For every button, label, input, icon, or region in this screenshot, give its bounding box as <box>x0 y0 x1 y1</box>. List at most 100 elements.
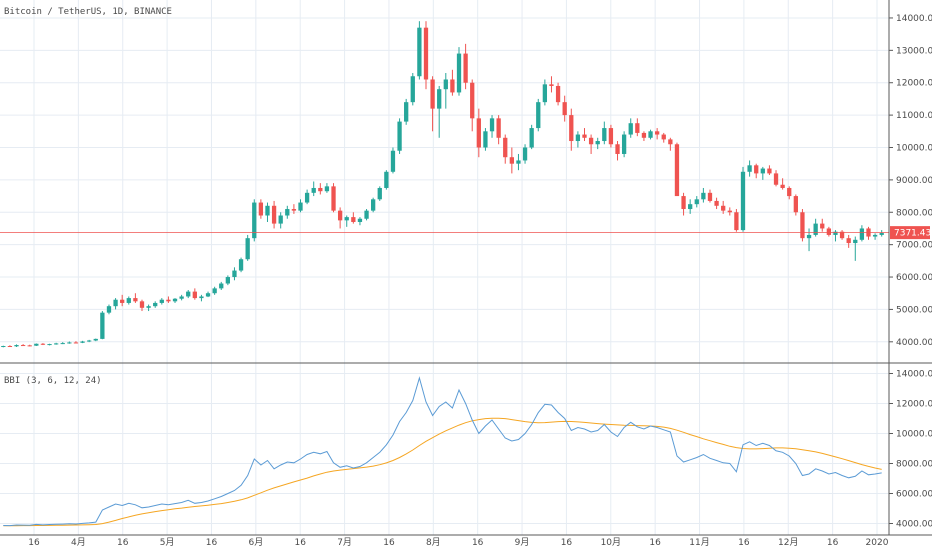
candle-body[interactable] <box>1 346 6 348</box>
candle-body[interactable] <box>800 212 805 239</box>
candle-body[interactable] <box>166 299 171 302</box>
candle-body[interactable] <box>503 137 508 158</box>
candle-body[interactable] <box>879 232 884 235</box>
candle-body[interactable] <box>87 340 92 342</box>
candle-body[interactable] <box>529 128 534 148</box>
candle-body[interactable] <box>853 239 858 244</box>
candle-body[interactable] <box>278 215 283 224</box>
candle-body[interactable] <box>496 118 501 138</box>
candle-body[interactable] <box>172 298 178 302</box>
candle-body[interactable] <box>423 27 429 80</box>
candle-body[interactable] <box>113 299 118 307</box>
candle-body[interactable] <box>304 192 310 203</box>
candle-body[interactable] <box>740 171 746 231</box>
candle-body[interactable] <box>602 128 607 142</box>
candle-body[interactable] <box>159 299 164 303</box>
candle-body[interactable] <box>588 137 594 145</box>
candle-body[interactable] <box>390 150 396 172</box>
candle-body[interactable] <box>826 228 832 235</box>
candle-body[interactable] <box>450 79 455 93</box>
candle-body[interactable] <box>146 306 151 308</box>
candle-body[interactable] <box>595 141 600 145</box>
candle-body[interactable] <box>872 234 878 237</box>
candle-body[interactable] <box>311 187 316 193</box>
candle-body[interactable] <box>417 27 422 77</box>
candle-body[interactable] <box>384 171 389 188</box>
candle-body[interactable] <box>126 298 131 303</box>
candle-body[interactable] <box>555 85 561 103</box>
candle-body[interactable] <box>787 187 792 197</box>
candle-body[interactable] <box>754 165 759 174</box>
candle-body[interactable] <box>258 202 264 216</box>
candle-body[interactable] <box>344 217 349 221</box>
candle-body[interactable] <box>285 209 290 216</box>
candle-body[interactable] <box>608 128 614 145</box>
candle-body[interactable] <box>265 205 270 216</box>
candle-body[interactable] <box>212 288 217 294</box>
candle-body[interactable] <box>225 277 231 284</box>
candle-body[interactable] <box>582 134 587 138</box>
candle-body[interactable] <box>575 134 581 142</box>
candle-body[interactable] <box>483 131 488 148</box>
bbi-series-bbi[interactable] <box>3 417 882 527</box>
candle-body[interactable] <box>668 139 673 145</box>
candle-body[interactable] <box>199 296 204 299</box>
candle-body[interactable] <box>727 210 732 213</box>
candle-body[interactable] <box>20 345 26 347</box>
candle-body[interactable] <box>516 160 521 164</box>
candle-body[interactable] <box>47 344 52 346</box>
candle-body[interactable] <box>628 123 633 135</box>
candle-body[interactable] <box>364 210 369 219</box>
candle-body[interactable] <box>14 345 19 347</box>
candle-body[interactable] <box>859 228 865 240</box>
candle-body[interactable] <box>357 218 363 222</box>
candle-body[interactable] <box>648 131 653 138</box>
candle-body[interactable] <box>93 338 98 341</box>
candle-body[interactable] <box>536 102 541 129</box>
candle-body[interactable] <box>793 196 798 213</box>
candle-body[interactable] <box>621 134 627 154</box>
candle-body[interactable] <box>760 168 765 174</box>
candle-body[interactable] <box>351 217 356 222</box>
candle-body[interactable] <box>100 312 105 339</box>
candle-body[interactable] <box>331 186 336 211</box>
candle-body[interactable] <box>833 231 838 235</box>
candle-body[interactable] <box>839 231 845 239</box>
price-candles[interactable] <box>1 21 884 348</box>
candle-body[interactable] <box>654 131 660 135</box>
candle-body[interactable] <box>542 84 548 103</box>
candle-body[interactable] <box>688 204 693 210</box>
candle-body[interactable] <box>430 79 435 109</box>
candle-body[interactable] <box>437 89 442 109</box>
candle-body[interactable] <box>641 132 647 138</box>
candle-body[interactable] <box>721 205 726 211</box>
candle-body[interactable] <box>318 187 323 192</box>
candle-body[interactable] <box>60 343 65 345</box>
candle-body[interactable] <box>34 343 39 346</box>
candle-body[interactable] <box>476 118 481 148</box>
candle-body[interactable] <box>252 202 257 239</box>
candle-body[interactable] <box>53 343 59 345</box>
candle-body[interactable] <box>153 302 158 307</box>
candle-body[interactable] <box>661 134 666 140</box>
candle-body[interactable] <box>377 187 382 200</box>
bbi-lines[interactable] <box>3 376 882 527</box>
candle-body[interactable] <box>238 259 244 271</box>
candle-body[interactable] <box>820 223 825 229</box>
candle-body[interactable] <box>133 298 138 302</box>
candle-body[interactable] <box>179 296 184 299</box>
candle-body[interactable] <box>635 123 640 133</box>
candle-body[interactable] <box>773 173 779 185</box>
candle-body[interactable] <box>120 299 125 303</box>
candle-body[interactable] <box>106 306 112 313</box>
candle-body[interactable] <box>245 238 250 260</box>
candle-body[interactable] <box>371 199 376 211</box>
candle-body[interactable] <box>456 53 462 93</box>
candle-body[interactable] <box>767 168 772 174</box>
candle-body[interactable] <box>549 84 554 86</box>
candle-body[interactable] <box>232 270 237 278</box>
candle-body[interactable] <box>73 342 79 344</box>
candle-body[interactable] <box>324 186 330 192</box>
candle-body[interactable] <box>337 210 343 221</box>
candle-body[interactable] <box>780 184 785 188</box>
